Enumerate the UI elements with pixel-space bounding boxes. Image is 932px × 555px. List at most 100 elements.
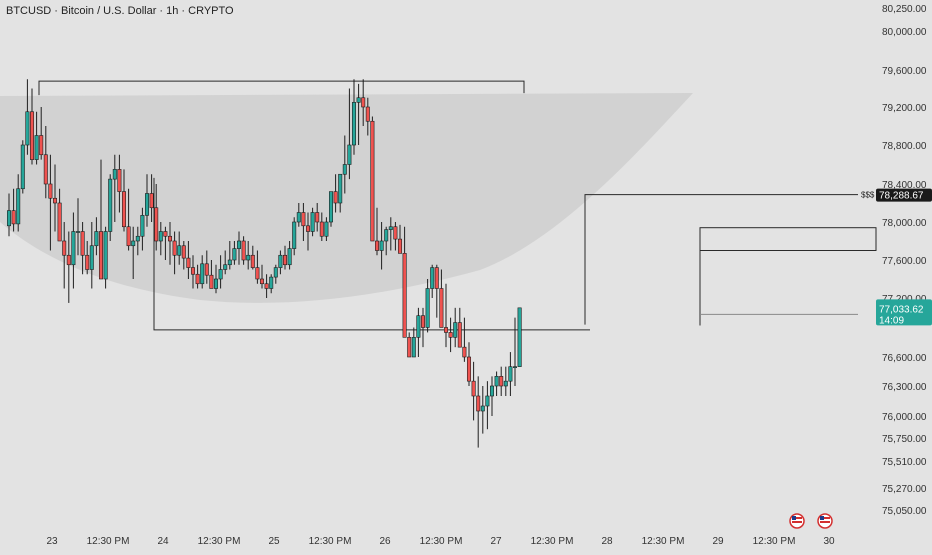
- candle-body: [43, 154, 48, 185]
- x-tick-label: 23: [46, 536, 58, 547]
- y-tick-label: 78,000.00: [882, 218, 927, 229]
- candle-body: [241, 240, 246, 261]
- candle-body: [494, 376, 499, 387]
- candle-body: [117, 169, 122, 192]
- x-tick-label: 25: [268, 536, 280, 547]
- liquidity-price-text: 78,288.67: [879, 191, 924, 202]
- candle-body: [347, 144, 352, 165]
- candle-body: [168, 235, 173, 242]
- candle-body: [338, 173, 343, 204]
- y-tick-label: 75,510.00: [882, 457, 927, 468]
- y-tick-label: 76,000.00: [882, 412, 927, 423]
- candle-body: [62, 240, 67, 256]
- candle-body: [204, 263, 209, 276]
- candle-body: [122, 191, 127, 228]
- candle-body: [374, 240, 379, 251]
- candle-body: [145, 193, 150, 216]
- candle-body: [361, 97, 366, 108]
- candle-body: [223, 264, 228, 270]
- y-tick-label: 80,250.00: [882, 4, 927, 15]
- candle-body: [149, 193, 154, 209]
- range-high-line: [38, 80, 525, 96]
- candle-body: [135, 235, 140, 242]
- candle-body: [370, 120, 375, 242]
- candle-body: [328, 191, 333, 223]
- candle-body: [453, 322, 458, 338]
- candle-body: [407, 337, 412, 358]
- x-tick-label: 12:30 PM: [420, 536, 463, 547]
- liquidity-price-tag: [876, 188, 932, 202]
- candle-body: [489, 385, 494, 397]
- candle-body: [7, 210, 12, 227]
- candle-body: [48, 183, 53, 199]
- candle-body: [342, 164, 347, 175]
- candle-body: [39, 135, 44, 156]
- candle-body: [246, 254, 251, 261]
- candle-body: [57, 202, 62, 242]
- x-tick-label: 12:30 PM: [531, 536, 574, 547]
- x-tick-label: 12:30 PM: [642, 536, 685, 547]
- candle-body: [480, 405, 485, 412]
- x-tick-label: 12:30 PM: [309, 536, 352, 547]
- candle-body: [186, 257, 191, 268]
- candle-body: [425, 288, 430, 328]
- candle-body: [191, 267, 196, 275]
- candle-body: [393, 226, 398, 240]
- candle-body: [416, 315, 421, 338]
- candle-body: [333, 191, 338, 204]
- countdown-text: 14:09: [879, 315, 904, 326]
- candle-body: [158, 231, 163, 242]
- candle-body: [232, 248, 237, 261]
- current-price-text: 77,033.62: [879, 304, 924, 315]
- candle-body: [94, 231, 99, 247]
- candle-body: [177, 245, 182, 256]
- candle-body: [420, 315, 425, 328]
- candle-body: [512, 366, 517, 368]
- current-price-tag: [876, 299, 932, 326]
- candle-body: [287, 248, 292, 266]
- y-tick-label: 78,400.00: [882, 180, 927, 191]
- candle-body: [305, 225, 310, 232]
- candle-body: [499, 376, 504, 387]
- candle-body: [154, 207, 159, 242]
- candle-body: [89, 245, 94, 270]
- candle-body: [296, 212, 301, 223]
- candle-body: [131, 240, 136, 247]
- candle-body: [365, 106, 370, 122]
- candle-body: [112, 169, 117, 180]
- candle-body: [20, 144, 25, 190]
- candle-body: [397, 238, 402, 254]
- y-tick-label: 76,300.00: [882, 382, 927, 393]
- candle-body: [273, 267, 278, 278]
- y-tick-label: 75,050.00: [882, 506, 927, 517]
- candle-body: [430, 267, 435, 289]
- x-tick-label: 12:30 PM: [198, 536, 241, 547]
- candle-body: [218, 269, 223, 280]
- x-tick-label: 28: [601, 536, 613, 547]
- x-tick-label: 30: [823, 536, 835, 547]
- candle-body: [324, 221, 329, 237]
- x-tick-label: 12:30 PM: [87, 536, 130, 547]
- us-flag-icon[interactable]: [817, 513, 833, 529]
- candle-body: [517, 307, 522, 367]
- candle-body: [508, 366, 513, 382]
- candle-body: [434, 267, 439, 289]
- y-tick-label: 78,800.00: [882, 141, 927, 152]
- candle-body: [29, 111, 34, 160]
- candle-body: [278, 254, 283, 268]
- candle-body: [71, 231, 76, 266]
- candle-body: [34, 135, 39, 160]
- candle-body: [108, 178, 113, 232]
- liquidity-line: [584, 194, 858, 325]
- liquidity-marker: $$$: [861, 191, 875, 200]
- y-tick-label: 77,600.00: [882, 256, 927, 267]
- candle-body: [379, 240, 384, 251]
- candle-body: [140, 215, 145, 237]
- candle-body: [439, 288, 444, 328]
- x-tick-label: 26: [379, 536, 391, 547]
- candle-body: [25, 111, 30, 146]
- target-box: [699, 227, 877, 251]
- us-flag-icon[interactable]: [789, 513, 805, 529]
